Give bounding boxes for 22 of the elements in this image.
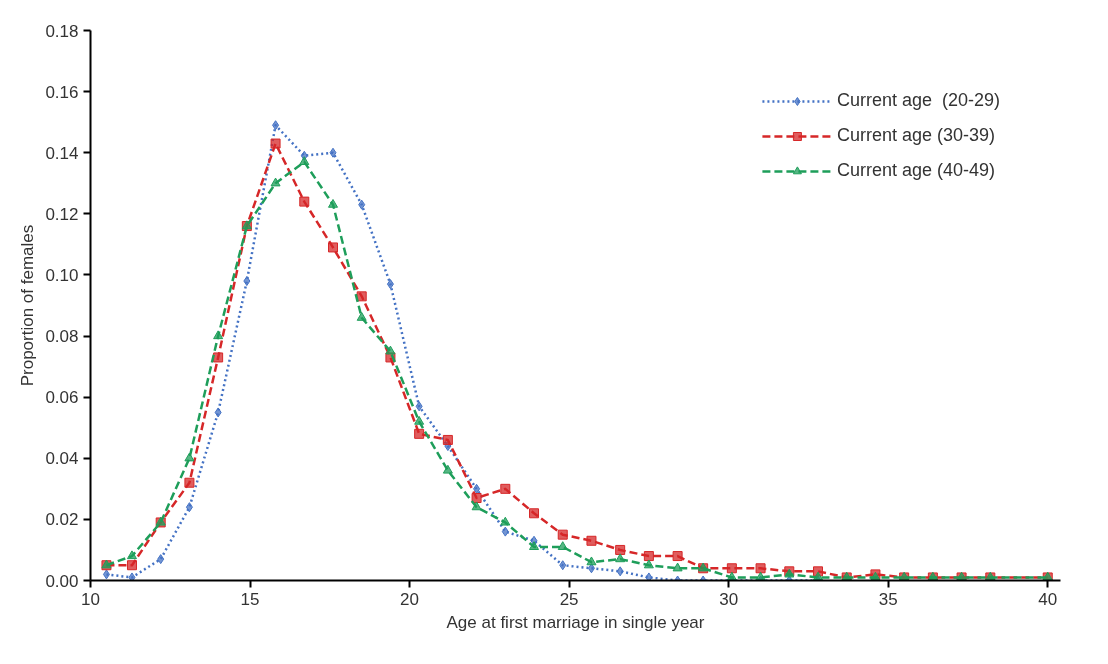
y-tick-label: 0.14 — [45, 143, 79, 163]
y-tick-label: 0.12 — [45, 204, 79, 224]
y-tick-label: 0.02 — [45, 510, 79, 530]
x-tick-label: 35 — [878, 589, 898, 609]
legend-label: Current age (40-49) — [836, 160, 995, 181]
y-tick-label: 0.16 — [45, 82, 79, 102]
x-tick-label: 25 — [559, 589, 579, 609]
y-tick-label: 0.04 — [45, 449, 79, 469]
x-tick-label: 40 — [1038, 589, 1058, 609]
x-tick-label: 20 — [400, 589, 420, 609]
legend-label: Current age (20-29) — [836, 90, 1000, 111]
y-tick-label: 0.10 — [45, 265, 79, 285]
y-tick-label: 0.08 — [45, 327, 79, 347]
x-axis-title: Age at first marriage in single year — [446, 612, 705, 632]
x-tick-label: 10 — [81, 589, 100, 609]
x-tick-label: 30 — [719, 589, 739, 609]
y-tick-label: 0.00 — [45, 571, 79, 591]
x-tick-label: 15 — [240, 589, 260, 609]
legend-label: Current age (30-39) — [836, 125, 995, 146]
y-axis-title: Proportion of females — [18, 224, 38, 387]
y-tick-label: 0.06 — [45, 388, 79, 408]
y-tick-label: 0.18 — [45, 21, 79, 41]
